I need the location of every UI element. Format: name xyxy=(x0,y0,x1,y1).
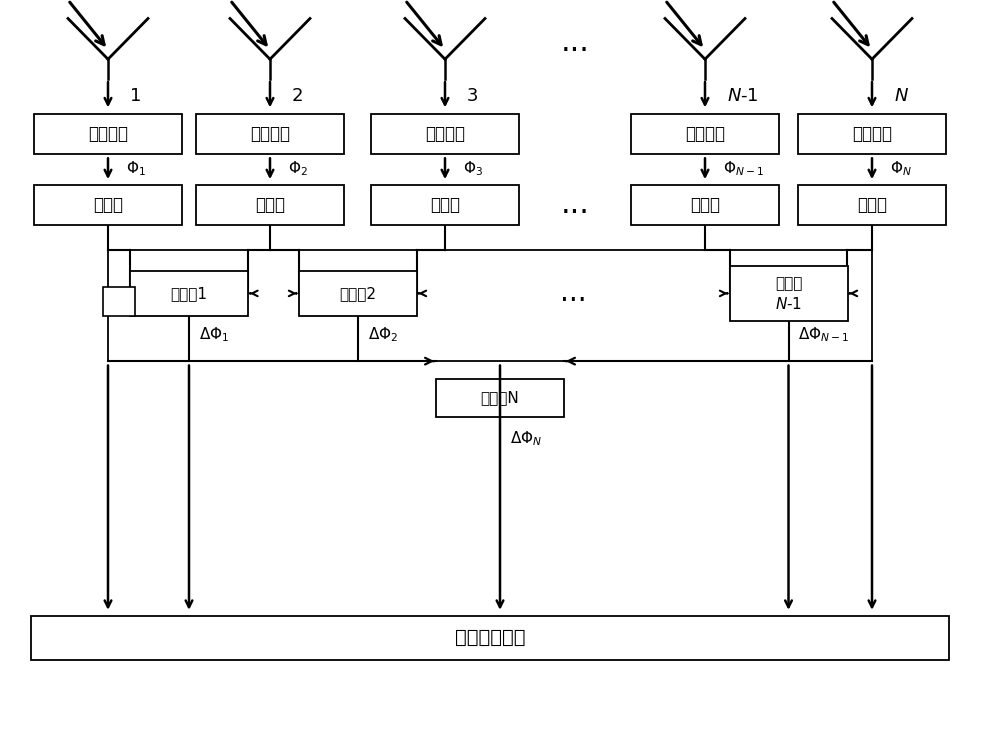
Text: $\Phi_{N-1}$: $\Phi_{N-1}$ xyxy=(723,159,764,178)
Bar xyxy=(371,114,519,155)
Text: $\Delta\Phi_N$: $\Delta\Phi_N$ xyxy=(510,429,542,448)
Text: 功分器: 功分器 xyxy=(255,195,285,214)
Bar xyxy=(130,272,248,316)
Text: 功分器: 功分器 xyxy=(93,195,123,214)
Bar xyxy=(108,250,872,361)
Bar xyxy=(34,184,182,225)
Bar xyxy=(631,114,779,155)
Bar xyxy=(730,266,848,321)
Text: $\Phi_2$: $\Phi_2$ xyxy=(288,159,308,178)
Bar xyxy=(31,616,949,660)
Text: 信号处理模块: 信号处理模块 xyxy=(455,628,525,648)
Bar xyxy=(371,184,519,225)
Text: ...: ... xyxy=(561,190,589,219)
Bar xyxy=(196,114,344,155)
Text: $\Phi_1$: $\Phi_1$ xyxy=(126,159,146,178)
Bar xyxy=(798,114,946,155)
Text: 2: 2 xyxy=(292,87,304,105)
Bar xyxy=(103,288,135,316)
Text: $N$-1: $N$-1 xyxy=(775,296,802,312)
Bar xyxy=(196,184,344,225)
Text: 射频前端: 射频前端 xyxy=(852,125,892,144)
Text: 鉴相器: 鉴相器 xyxy=(775,276,802,292)
Text: 1: 1 xyxy=(130,87,141,105)
Text: 射频前端: 射频前端 xyxy=(88,125,128,144)
Bar xyxy=(299,272,417,316)
Text: $N$-1: $N$-1 xyxy=(727,87,759,105)
Text: 鉴相器2: 鉴相器2 xyxy=(339,286,376,301)
Bar xyxy=(436,379,564,417)
Text: 射频前端: 射频前端 xyxy=(685,125,725,144)
Text: $\Delta\Phi_{N-1}$: $\Delta\Phi_{N-1}$ xyxy=(798,325,850,344)
Text: 鉴相器1: 鉴相器1 xyxy=(170,286,208,301)
Bar xyxy=(34,114,182,155)
Text: 功分器: 功分器 xyxy=(430,195,460,214)
Text: 3: 3 xyxy=(467,87,479,105)
Text: $\Delta\Phi_2$: $\Delta\Phi_2$ xyxy=(368,325,398,344)
Text: ...: ... xyxy=(560,280,586,307)
Text: $\Phi_N$: $\Phi_N$ xyxy=(890,159,912,178)
Text: 鉴相器N: 鉴相器N xyxy=(481,390,519,406)
Text: 功分器: 功分器 xyxy=(690,195,720,214)
Text: $N$: $N$ xyxy=(894,87,909,105)
Bar xyxy=(631,184,779,225)
Text: $\Delta\Phi_1$: $\Delta\Phi_1$ xyxy=(199,325,229,344)
Text: ...: ... xyxy=(561,28,589,58)
Bar xyxy=(798,184,946,225)
Text: 射频前端: 射频前端 xyxy=(250,125,290,144)
Text: 功分器: 功分器 xyxy=(857,195,887,214)
Text: $\Phi_3$: $\Phi_3$ xyxy=(463,159,483,178)
Text: 射频前端: 射频前端 xyxy=(425,125,465,144)
